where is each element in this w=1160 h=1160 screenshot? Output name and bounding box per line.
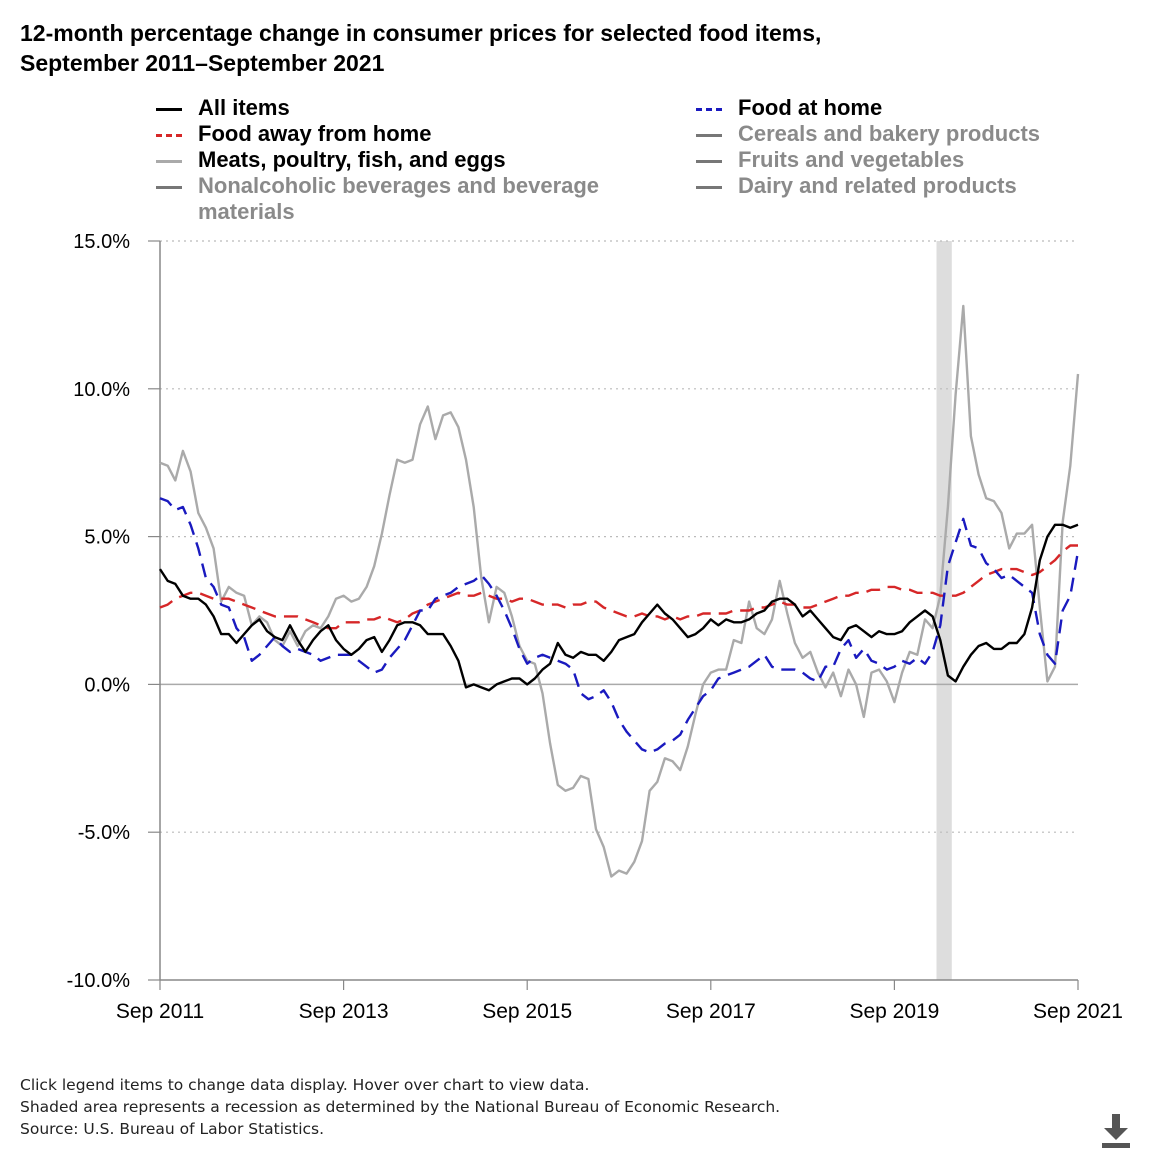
series-line-meats-poultry-fish-and-eggs <box>159 304 1080 878</box>
x-tick-label-5: Sep 2021 <box>1033 1000 1123 1023</box>
x-tick-label-0: Sep 2011 <box>116 1000 204 1023</box>
x-tick-label-1: Sep 2013 <box>299 1000 389 1023</box>
y-tick-label-5: -10.0% <box>67 970 131 992</box>
legend-label-food-away-from-home: Food away from home <box>198 121 432 146</box>
x-tick-label-3: Sep 2017 <box>666 1000 756 1023</box>
legend-label-meats-poultry-fish-eggs: Meats, poultry, fish, and eggs <box>198 147 506 172</box>
y-tick-label-0: 15.0% <box>73 231 130 253</box>
y-tick-label-4: -5.0% <box>78 822 130 844</box>
series-line-all-items <box>158 523 1079 692</box>
legend-label-nonalcoholic-line-1: Nonalcoholic beverages and beverage <box>198 173 600 198</box>
chart-title: 12-month percentage change in consumer p… <box>20 18 1120 78</box>
legend-label-nonalcoholic-beverages: Nonalcoholic beverages and beverage mate… <box>198 173 599 225</box>
legend-label-cereals-and-bakery: Cereals and bakery products <box>738 121 1041 146</box>
legend-swatch-all-items <box>156 108 182 111</box>
line-chart[interactable]: 15.0% 10.0% 5.0% 0.0% -5.0% -10.0% Sep 2011 Sep… <box>0 0 1160 1060</box>
x-tick-label-2: Sep 2015 <box>482 1000 572 1023</box>
chart-title-line-2: September 2011–September 2021 <box>20 50 385 76</box>
legend-label-nonalcoholic-line-2: materials <box>198 199 295 224</box>
legend-swatch-food-away-from-home <box>156 134 182 137</box>
legend-label-food-at-home: Food at home <box>738 95 883 120</box>
download-icon <box>1102 1114 1130 1148</box>
footnotes: Click legend items to change data displa… <box>20 1074 780 1140</box>
footnote-instructions: Click legend items to change data displa… <box>20 1076 590 1094</box>
footnote-source: Source: U.S. Bureau of Labor Statistics. <box>20 1120 325 1138</box>
legend: All items Food at home Food away from ho… <box>0 0 1160 240</box>
series-line-food-at-home <box>159 497 1080 754</box>
y-tick-label-1: 10.0% <box>73 379 130 401</box>
legend-swatch-fruits-and-vegetables <box>696 160 722 163</box>
chart-title-line-1: 12-month percentage change in consumer p… <box>20 20 822 46</box>
legend-label-fruits-and-vegetables: Fruits and vegetables <box>738 147 965 172</box>
legend-label-all-items: All items <box>198 95 290 120</box>
footnote-recession: Shaded area represents a recession as de… <box>20 1098 781 1116</box>
recession-band <box>936 241 952 980</box>
legend-swatch-food-at-home <box>696 108 722 111</box>
legend-swatch-dairy-and-related <box>696 186 722 189</box>
series-line-food-away-from-home <box>159 544 1078 630</box>
download-button[interactable] <box>1096 1110 1136 1150</box>
x-tick-label-4: Sep 2019 <box>849 1000 939 1023</box>
legend-swatch-meats-poultry-fish-eggs <box>156 160 182 163</box>
legend-swatch-cereals-and-bakery <box>696 134 722 137</box>
legend-swatch-nonalcoholic-beverages <box>156 186 182 189</box>
legend-label-dairy-and-related: Dairy and related products <box>738 173 1017 198</box>
y-tick-label-2: 5.0% <box>84 527 130 549</box>
y-tick-label-3: 0.0% <box>84 674 130 696</box>
